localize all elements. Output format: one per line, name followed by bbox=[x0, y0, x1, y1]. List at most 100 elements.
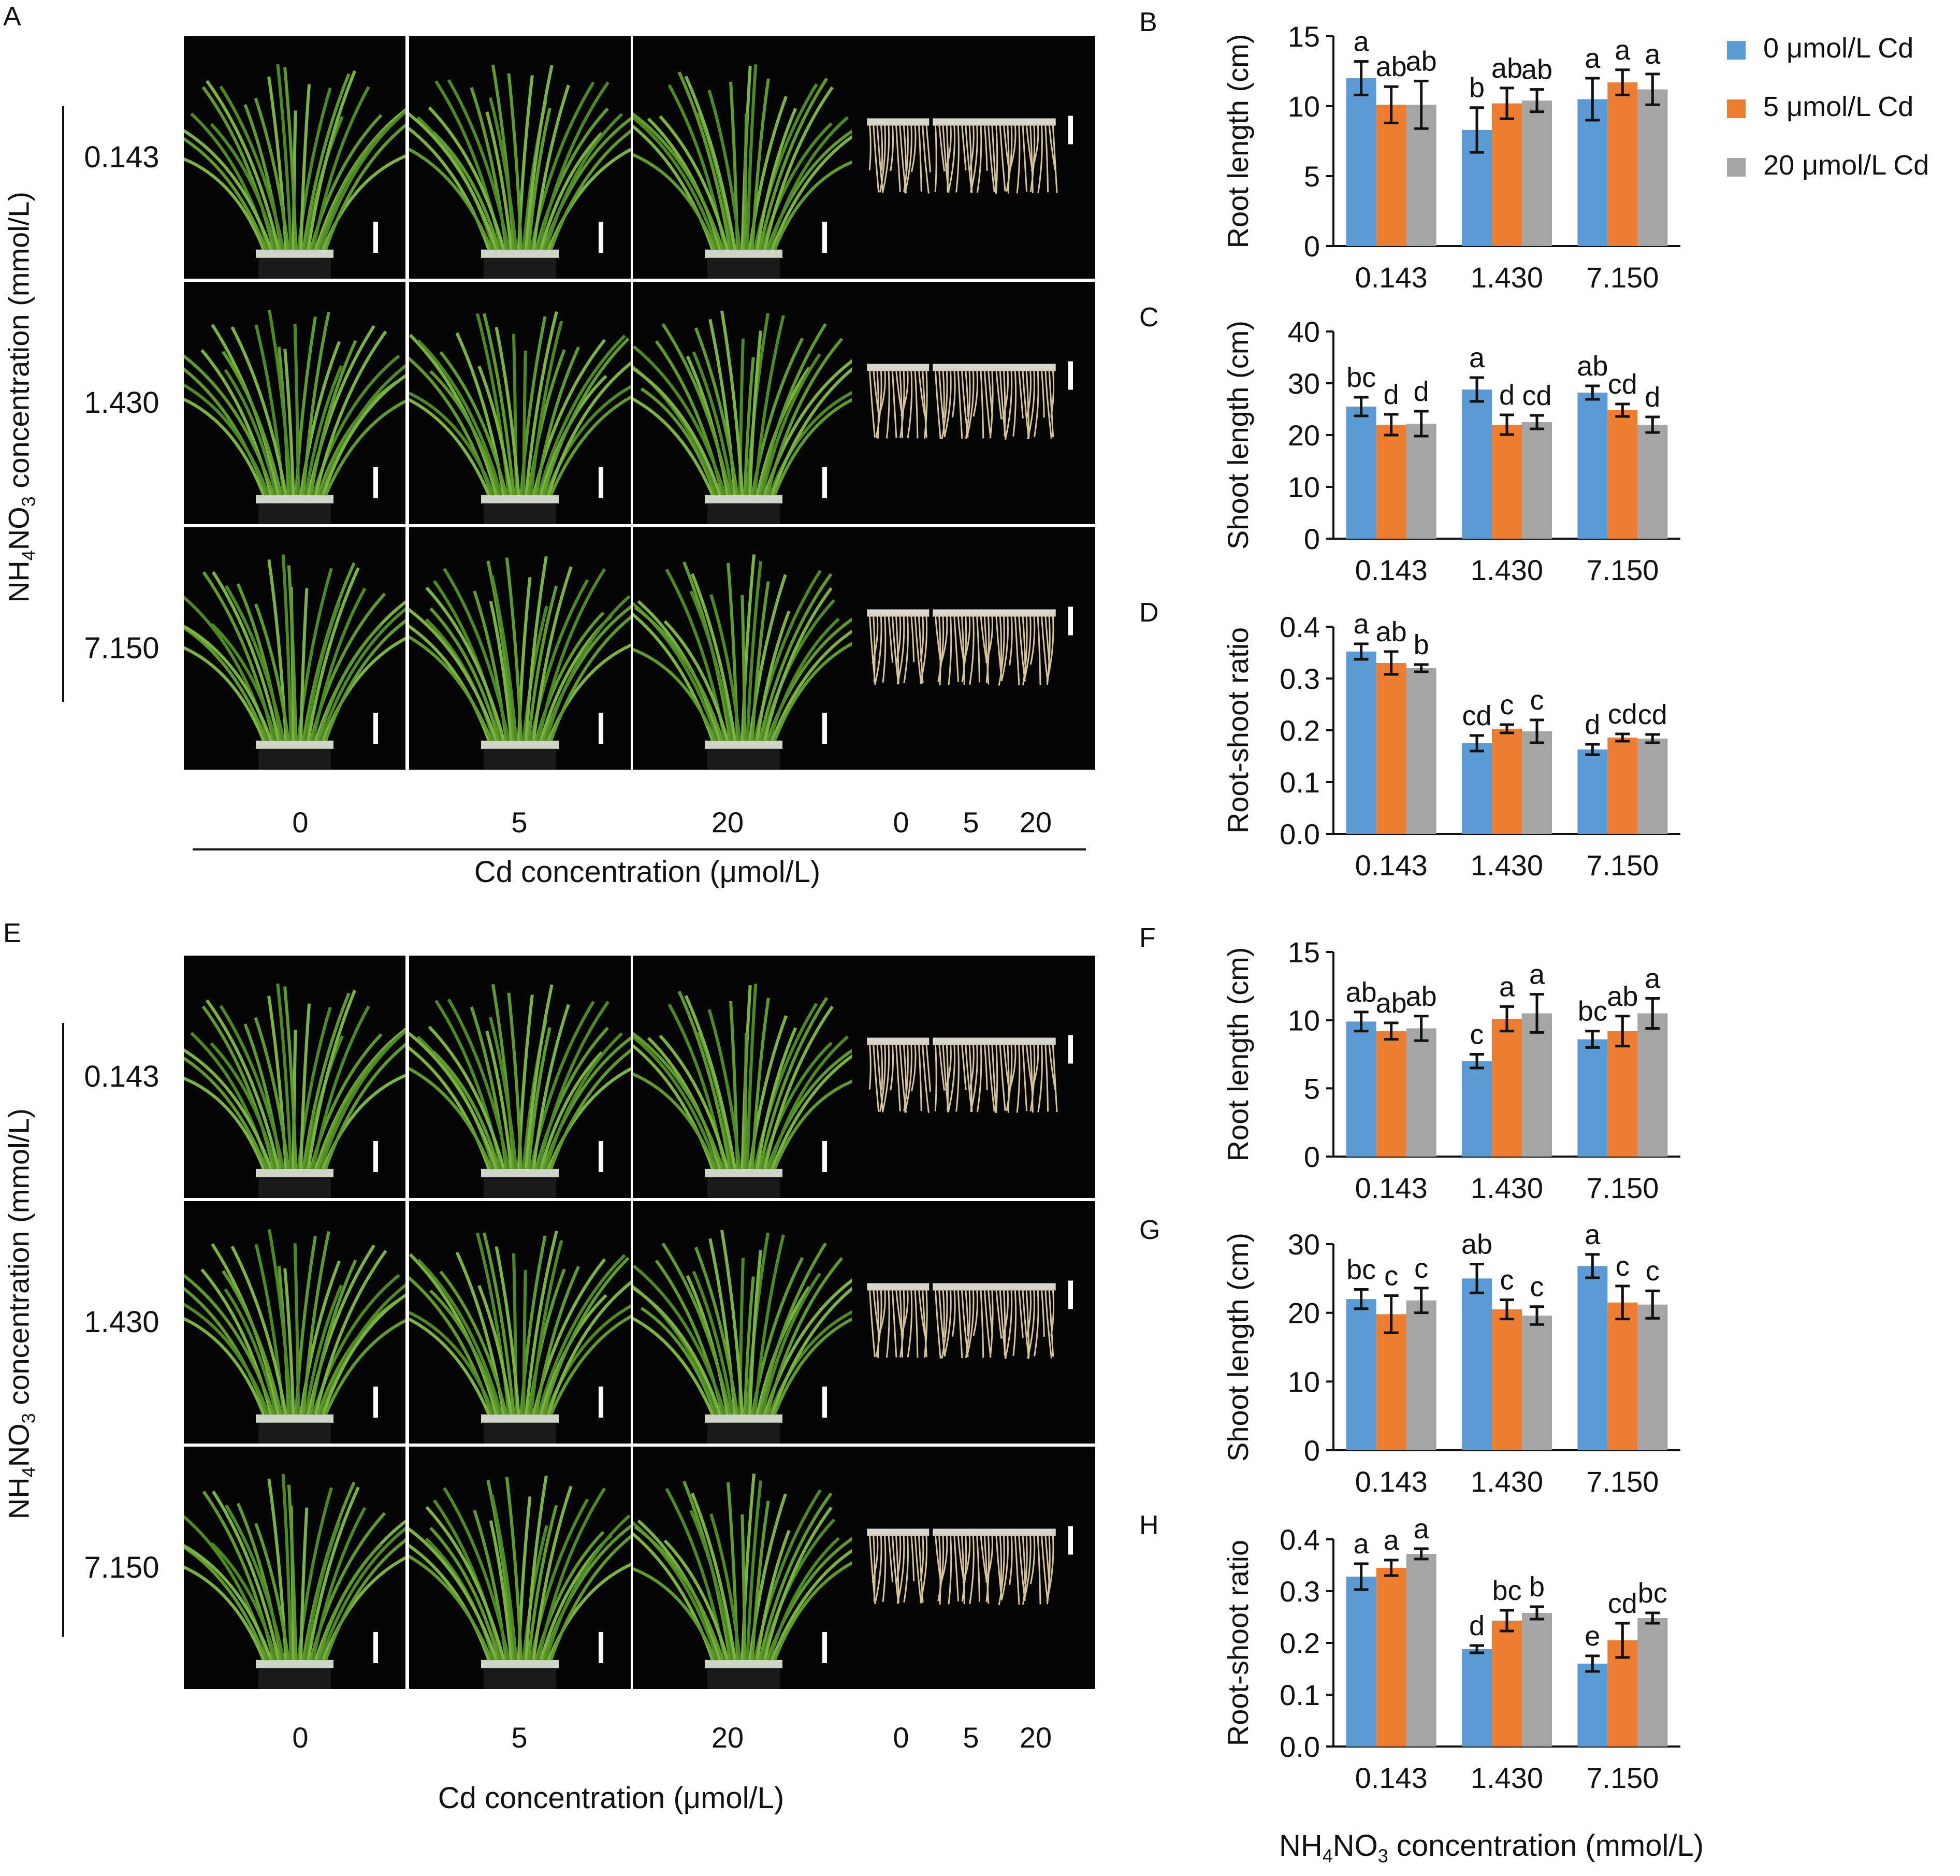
legend-swatch-0 bbox=[1727, 40, 1746, 60]
chart-d: 0.0 0.1 0.2 0.3 0.4 Root-shoot ratio D 0.143 a ab… bbox=[1139, 598, 1680, 882]
a-row-label-1: 1.430 bbox=[84, 386, 159, 420]
bar-s1-c0 bbox=[1376, 425, 1406, 539]
y-tick-label: 20 bbox=[1288, 1297, 1320, 1330]
bar-s2-c0 bbox=[1406, 1300, 1436, 1450]
root-illustration bbox=[867, 116, 1073, 194]
significance-letter: c bbox=[1500, 689, 1514, 720]
y-tick-label: 0 bbox=[1304, 523, 1320, 555]
error-bar bbox=[1585, 1253, 1600, 1279]
error-bar bbox=[1470, 1262, 1484, 1294]
a-shoot-photo-r2-c2 bbox=[633, 527, 854, 770]
error-bar bbox=[1500, 413, 1514, 436]
e-root-photo-r2 bbox=[852, 1447, 1095, 1689]
significance-letter: a bbox=[1499, 971, 1515, 1002]
error-bar bbox=[1615, 732, 1630, 743]
error-bar bbox=[1354, 396, 1369, 417]
y-tick-label: 30 bbox=[1288, 367, 1320, 400]
error-bar bbox=[1414, 410, 1429, 438]
error-bar bbox=[1354, 1288, 1369, 1310]
plant-illustration bbox=[409, 984, 631, 1198]
a-cd-root-label-2: 20 bbox=[1019, 806, 1052, 839]
bar-s2-c1 bbox=[1522, 1613, 1552, 1747]
e-cd-shoot-label-0: 0 bbox=[292, 1721, 309, 1754]
plant-illustration bbox=[184, 1474, 405, 1689]
error-bar bbox=[1354, 642, 1369, 661]
error-bar bbox=[1470, 376, 1484, 403]
x-tick-label: 0.143 bbox=[1355, 261, 1428, 294]
cd-axis-title-e: Cd concentration (μmol/L) bbox=[438, 1781, 785, 1815]
root-illustration bbox=[867, 361, 1073, 440]
plant-illustration bbox=[633, 64, 854, 279]
error-bar bbox=[1354, 60, 1369, 96]
significance-letter: c bbox=[1414, 1253, 1428, 1284]
y-tick-label: 0 bbox=[1304, 1434, 1320, 1467]
plant-illustration bbox=[184, 983, 405, 1198]
significance-letter: ab bbox=[1607, 981, 1638, 1012]
error-bar bbox=[1384, 413, 1399, 437]
error-bar bbox=[1585, 384, 1600, 401]
y-tick-label: 0.0 bbox=[1280, 818, 1320, 850]
y-tick-label: 5 bbox=[1304, 1072, 1320, 1105]
error-bar bbox=[1354, 1562, 1369, 1591]
bar-s0-c2 bbox=[1577, 1664, 1608, 1747]
error-bar bbox=[1470, 1053, 1484, 1070]
bar-s0-c2 bbox=[1577, 99, 1608, 246]
x-tick-label: 7.150 bbox=[1586, 849, 1659, 882]
x-tick-label: 0.143 bbox=[1355, 1465, 1428, 1498]
a-root-photo-r1 bbox=[852, 282, 1095, 524]
a-shoot-photo-r0-c0 bbox=[184, 36, 405, 279]
x-tick-label: 0.143 bbox=[1355, 1172, 1428, 1204]
e-shoot-photo-r1-c1 bbox=[409, 1201, 631, 1444]
plant-illustration bbox=[409, 1475, 631, 1689]
x-tick-label: 7.150 bbox=[1586, 261, 1659, 294]
significance-letter: cd bbox=[1608, 369, 1637, 400]
error-bar bbox=[1615, 68, 1630, 96]
error-bar bbox=[1414, 79, 1429, 130]
bar-s1-c0 bbox=[1376, 663, 1406, 834]
error-bar bbox=[1530, 1305, 1544, 1326]
error-bar bbox=[1470, 734, 1484, 753]
bar-s2-c2 bbox=[1637, 89, 1668, 246]
error-bar bbox=[1530, 1605, 1544, 1621]
bar-s1-c0 bbox=[1376, 105, 1406, 247]
bar-s0-c2 bbox=[1577, 1266, 1608, 1450]
error-bar bbox=[1530, 88, 1544, 113]
y-tick-label: 0.4 bbox=[1280, 611, 1320, 643]
e-row-label-0: 0.143 bbox=[84, 1060, 159, 1093]
error-bar bbox=[1615, 1285, 1630, 1321]
bar-s1-c1 bbox=[1492, 1621, 1522, 1747]
a-cd-shoot-label-0: 0 bbox=[292, 806, 309, 839]
a-root-photo-r2 bbox=[852, 527, 1095, 770]
y-tick-label: 0.2 bbox=[1280, 1627, 1320, 1659]
e-cd-root-label-1: 5 bbox=[963, 1721, 979, 1754]
y-tick-label: 10 bbox=[1288, 1004, 1320, 1037]
bar-s2-c2 bbox=[1637, 1304, 1668, 1450]
e-shoot-photo-r1-c2 bbox=[633, 1201, 854, 1444]
error-bar bbox=[1414, 1547, 1429, 1561]
bar-s1-c0 bbox=[1376, 1568, 1406, 1747]
error-bar bbox=[1645, 73, 1660, 106]
x-tick-label: 1.430 bbox=[1471, 1172, 1543, 1204]
error-bar bbox=[1354, 1011, 1369, 1033]
significance-letter: cd bbox=[1522, 380, 1551, 411]
significance-letter: ab bbox=[1491, 53, 1522, 84]
significance-letter: e bbox=[1585, 1621, 1600, 1652]
significance-letter: ab bbox=[1521, 54, 1552, 85]
x-tick-label: 1.430 bbox=[1471, 554, 1543, 586]
significance-letter: a bbox=[1414, 1513, 1430, 1545]
legend-swatch-5 bbox=[1727, 99, 1746, 118]
y-tick-label: 0.1 bbox=[1280, 1679, 1320, 1711]
a-shoot-photo-r1-c0 bbox=[184, 282, 405, 524]
legend-label-20: 20 μmol/L Cd bbox=[1763, 150, 1929, 181]
significance-letter: bc bbox=[1346, 1254, 1376, 1286]
y-tick-label: 0.3 bbox=[1280, 1575, 1320, 1608]
legend-item-5: 5 μmol/L Cd bbox=[1727, 91, 1913, 123]
legend-swatch-20 bbox=[1727, 157, 1746, 177]
significance-letter: a bbox=[1645, 963, 1661, 994]
y-tick-label: 0.3 bbox=[1280, 662, 1320, 695]
nh4no3-bottom-axis-title: NH4NO3 concentration (mmol/L) bbox=[1279, 1829, 1704, 1867]
significance-letter: c bbox=[1384, 1261, 1398, 1292]
significance-letter: a bbox=[1585, 43, 1601, 74]
